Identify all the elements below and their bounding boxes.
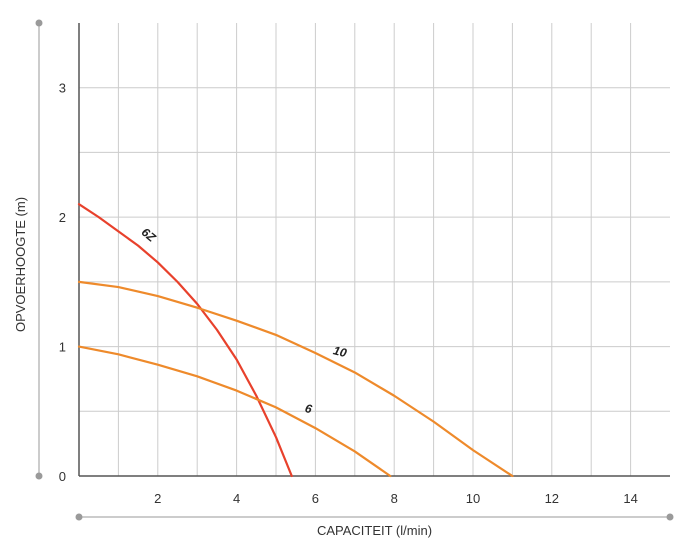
- x-tick-label: 4: [233, 491, 240, 506]
- y-tick-label: 2: [59, 210, 66, 225]
- series-line-6Z: [77, 203, 293, 478]
- x-tick-label: 2: [154, 491, 161, 506]
- y-tick-label: 1: [59, 340, 66, 355]
- x-axis-rail-dot-left: [75, 513, 83, 521]
- series-labels: 6Z 10 6: [139, 225, 349, 416]
- x-tick-label: 8: [391, 491, 398, 506]
- series-line-6: [77, 345, 392, 478]
- x-tick-label: 6: [312, 491, 319, 506]
- x-axis-rail-dot-right: [666, 513, 674, 521]
- series-label-10: 10: [332, 343, 349, 360]
- y-axis-rail-dot-top: [35, 19, 43, 27]
- series-label-6Z: 6Z: [139, 225, 159, 245]
- x-tick-label: 12: [545, 491, 559, 506]
- x-tick-label: 14: [623, 491, 637, 506]
- y-tick-label: 0: [59, 469, 66, 484]
- y-axis-title: OPVOERHOOGTE (m): [13, 197, 28, 332]
- plot-frame: [78, 23, 670, 477]
- y-axis-rail-dot-bottom: [35, 472, 43, 480]
- series-label-6: 6: [304, 401, 314, 416]
- series-lines: [77, 203, 514, 478]
- series-line-10: [77, 280, 514, 478]
- grid: [79, 23, 670, 476]
- y-tick-label: 3: [59, 81, 66, 96]
- x-axis-title: CAPACITEIT (l/min): [317, 523, 432, 538]
- x-tick-label: 10: [466, 491, 480, 506]
- axis-decorations: [35, 19, 674, 521]
